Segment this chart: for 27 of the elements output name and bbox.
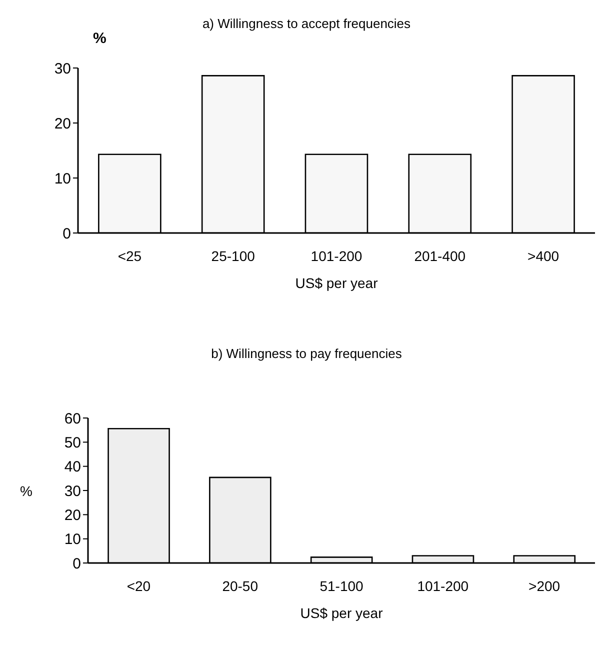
y-tick-label: 30 [54,60,71,78]
x-tick-label: 20-50 [222,578,258,594]
x-axis-title: US$ per year [300,605,384,621]
x-tick-label: <20 [126,578,151,594]
y-tick-label: 0 [62,225,71,242]
x-tick-label: 25-100 [211,248,256,264]
chart-title: a) Willingness to accept frequencies [201,16,412,31]
x-tick-label: 201-400 [414,248,466,264]
y-tick-label: 50 [64,434,81,452]
x-axis-title: US$ per year [295,275,378,291]
y-tick-label: 10 [54,170,71,188]
y-axis-title: % [93,30,106,47]
y-tick-label: 0 [72,555,81,572]
x-tick-label: >400 [528,248,560,264]
y-tick-label: 30 [64,482,81,500]
y-tick-label: 10 [64,531,81,548]
x-tick-label: 101-200 [417,578,469,594]
x-tick-label: 51-100 [320,578,364,594]
y-tick-label: 40 [64,458,81,476]
chart-title: b) Willingness to pay frequencies [210,346,403,361]
y-tick-label: 60 [64,410,81,428]
x-tick-label: 101-200 [310,248,362,264]
x-tick-label: <25 [118,248,142,264]
y-tick-label: 20 [64,506,81,524]
y-axis-title: % [20,483,32,499]
y-tick-label: 20 [54,115,71,132]
x-tick-label: >200 [528,578,560,594]
